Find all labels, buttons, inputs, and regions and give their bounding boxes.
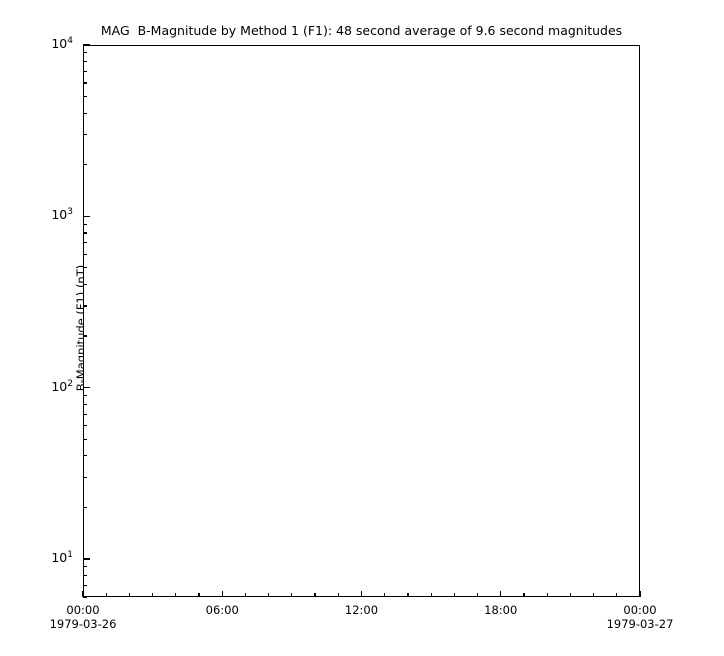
y-axis-minor-tick xyxy=(83,506,87,508)
x-axis-major-tick xyxy=(360,590,363,597)
x-axis-minor-tick xyxy=(546,593,548,597)
y-axis-tick-label: 103 xyxy=(0,207,73,223)
x-axis-minor-tick xyxy=(244,593,247,597)
y-tick-exponent: 2 xyxy=(67,378,73,389)
x-axis-minor-tick xyxy=(291,593,293,597)
y-tick-mantissa: 10 xyxy=(51,36,68,51)
x-axis-major-tick xyxy=(82,590,84,597)
y-axis-major-tick xyxy=(83,387,90,389)
y-axis-tick-label: 102 xyxy=(0,378,73,394)
y-axis-minor-tick xyxy=(83,232,87,234)
x-axis-major-tick xyxy=(221,590,223,597)
y-axis-minor-tick xyxy=(83,133,87,136)
x-axis-major-tick xyxy=(500,590,502,597)
y-axis-tick-label: 101 xyxy=(0,549,73,565)
x-axis-minor-tick xyxy=(337,593,339,597)
x-tick-time: 12:00 xyxy=(344,603,379,617)
y-axis-minor-tick xyxy=(83,95,87,98)
x-axis-tick-label: 18:00 xyxy=(441,603,561,618)
y-axis-minor-tick xyxy=(83,61,87,63)
y-axis-minor-tick xyxy=(83,267,87,269)
y-axis-minor-tick xyxy=(83,52,87,54)
x-axis-minor-tick xyxy=(268,593,270,597)
x-tick-time: 18:00 xyxy=(484,603,518,617)
x-axis-minor-tick xyxy=(198,593,200,597)
chart-title: MAG B-Magnitude by Method 1 (F1): 48 sec… xyxy=(100,23,623,38)
y-axis-minor-tick xyxy=(83,455,87,457)
x-axis-minor-tick xyxy=(616,593,618,597)
x-tick-date: 1979-03-27 xyxy=(606,616,674,631)
x-axis-minor-tick xyxy=(128,593,130,597)
y-axis-minor-tick xyxy=(83,574,87,577)
y-axis-minor-tick xyxy=(83,253,87,255)
y-axis-minor-tick xyxy=(83,335,87,337)
y-axis-minor-tick xyxy=(83,438,87,440)
x-axis-major-tick xyxy=(639,590,641,597)
y-axis-minor-tick xyxy=(83,305,87,307)
y-axis-minor-tick xyxy=(83,425,87,427)
x-tick-time: 00:00 xyxy=(623,603,657,617)
x-axis-minor-tick xyxy=(592,593,595,597)
y-axis-minor-tick xyxy=(83,242,87,244)
y-axis-minor-tick xyxy=(83,82,87,84)
x-axis-minor-tick xyxy=(476,593,479,597)
x-axis-minor-tick xyxy=(407,593,409,597)
y-axis-minor-tick xyxy=(83,584,87,587)
y-axis-minor-tick xyxy=(83,112,87,114)
x-axis-tick-label: 00:00 1979-03-27 xyxy=(580,603,700,631)
x-axis-minor-tick xyxy=(152,593,154,597)
y-axis-minor-tick xyxy=(83,223,87,225)
y-axis-minor-tick xyxy=(83,283,87,286)
x-tick-time: 00:00 xyxy=(66,603,100,617)
x-tick-date: 1979-03-26 xyxy=(49,616,117,631)
y-tick-exponent: 4 xyxy=(67,35,73,46)
x-axis-minor-tick xyxy=(175,593,177,597)
y-axis-minor-tick xyxy=(83,394,87,397)
y-axis-major-tick xyxy=(83,558,90,560)
y-axis-minor-tick xyxy=(83,476,87,478)
y-axis-minor-tick xyxy=(83,566,87,568)
y-tick-mantissa: 10 xyxy=(51,549,68,565)
x-axis-tick-label: 06:00 xyxy=(162,603,282,618)
x-axis-minor-tick xyxy=(314,593,316,597)
y-tick-mantissa: 10 xyxy=(51,207,68,223)
y-tick-mantissa: 10 xyxy=(51,378,68,394)
y-axis-minor-tick xyxy=(83,70,87,73)
y-tick-exponent: 1 xyxy=(67,549,73,560)
x-axis-minor-tick xyxy=(569,593,571,597)
y-axis-major-tick xyxy=(83,215,90,217)
y-axis-minor-tick xyxy=(83,596,87,598)
x-tick-time: 06:00 xyxy=(205,603,239,617)
x-axis-tick-label: 00:00 1979-03-26 xyxy=(23,603,143,631)
y-tick-exponent: 3 xyxy=(67,207,73,218)
y-axis-minor-tick xyxy=(83,164,87,166)
x-axis-minor-tick xyxy=(453,593,455,597)
plot-canvas xyxy=(84,46,639,596)
x-axis-minor-tick xyxy=(523,593,525,597)
y-axis-minor-tick xyxy=(83,413,87,415)
x-axis-minor-tick xyxy=(430,593,432,597)
y-axis-tick-label: 104 xyxy=(0,35,73,51)
x-axis-minor-tick xyxy=(384,593,386,597)
y-axis-major-tick xyxy=(83,44,90,46)
y-axis-minor-tick xyxy=(83,403,87,405)
x-axis-minor-tick xyxy=(105,593,107,597)
plot-area xyxy=(83,45,640,597)
x-axis-tick-label: 12:00 xyxy=(302,603,422,618)
